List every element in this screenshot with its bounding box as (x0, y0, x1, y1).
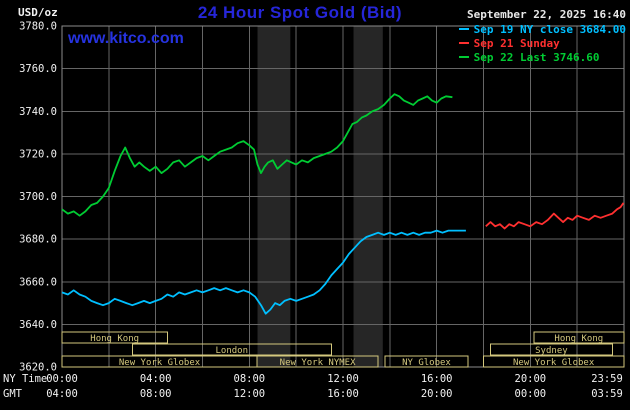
series-line-sep21 (485, 202, 625, 230)
session-label: Hong Kong (554, 334, 603, 344)
kitco-watermark-link[interactable]: www.kitco.com (68, 30, 184, 47)
legend-swatch (458, 28, 469, 30)
x-tick-label: 20:00 (421, 388, 453, 400)
x-tick-label: 23:59 (591, 373, 623, 385)
legend-label: Sep 21 Sunday (473, 36, 560, 50)
y-tick-label: 3620.0 (19, 362, 57, 374)
x-tick-label: 12:00 (234, 388, 266, 400)
y-tick-label: 3780.0 (19, 21, 57, 33)
legend: Sep 19 NY close 3684.00 Sep 21 Sunday Sep … (458, 22, 626, 64)
y-tick-label: 3760.0 (19, 63, 57, 75)
x-tick-label: 00:00 (515, 388, 547, 400)
session-label: NY Globex (402, 358, 451, 368)
session-label: Hong Kong (90, 334, 139, 344)
y-tick-label: 3680.0 (19, 234, 57, 246)
session-box (256, 355, 379, 368)
legend-item: Sep 21 Sunday (458, 36, 560, 50)
x-tick-label: 08:00 (234, 373, 266, 385)
series-line-sep19 (61, 229, 466, 315)
x-tick-label: 03:59 (591, 388, 623, 400)
session-box (490, 343, 613, 356)
legend-label: Sep 19 NY close 3684.00 (473, 22, 626, 36)
legend-swatch (458, 56, 469, 58)
x-tick-label: 04:00 (140, 373, 172, 385)
session-label: Sydney (535, 346, 568, 356)
session-box (61, 331, 168, 344)
session-box (131, 343, 332, 356)
session-box (533, 331, 625, 344)
session-label: New York NYMEX (280, 358, 356, 368)
legend-item: Sep 22 Last 3746.60 (458, 50, 600, 64)
legend-label: Sep 22 Last 3746.60 (473, 50, 600, 64)
series-line-sep22 (61, 93, 453, 217)
x-tick-label: 12:00 (327, 373, 359, 385)
chart-title: 24 Hour Spot Gold (Bid) (197, 3, 403, 22)
session-label: New York Globex (513, 358, 595, 368)
y-tick-label: 3740.0 (19, 106, 57, 118)
session-label: London (216, 346, 249, 356)
y-tick-label: 3660.0 (19, 276, 57, 288)
y-axis-unit-label: USD/oz (18, 6, 58, 19)
x-tick-label: 16:00 (421, 373, 453, 385)
x-axis-row-label: GMT (3, 388, 23, 400)
y-tick-label: 3720.0 (19, 148, 57, 160)
x-tick-label: 08:00 (140, 388, 172, 400)
chart-datetime: September 22, 2025 16:40 (467, 8, 626, 21)
x-axis-row-label: NY Time (3, 373, 47, 385)
y-tick-label: 3640.0 (19, 319, 57, 331)
session-box (483, 355, 625, 368)
legend-item: Sep 19 NY close 3684.00 (458, 22, 626, 36)
session-box (384, 355, 469, 368)
y-tick-label: 3700.0 (19, 191, 57, 203)
x-tick-label: 04:00 (46, 388, 78, 400)
x-tick-label: 20:00 (515, 373, 547, 385)
x-tick-label: 00:00 (46, 373, 78, 385)
session-label: New York Globex (119, 358, 201, 368)
x-tick-label: 16:00 (327, 388, 359, 400)
legend-swatch (458, 42, 469, 44)
